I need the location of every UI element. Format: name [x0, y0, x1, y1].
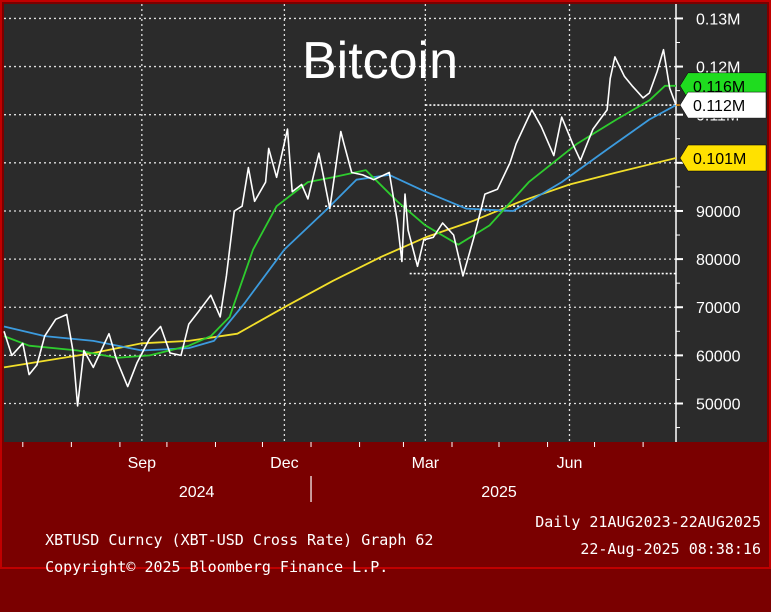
chart-title: Bitcoin [302, 32, 458, 90]
footer-security: XBTUSD Curncy (XBT-USD Cross Rate) Graph… [45, 531, 434, 549]
value-tag-label-2: 0.101M [693, 151, 746, 168]
x-tick-label-1: Dec [270, 455, 298, 472]
footer-copyright-line: Copyright© 2025 Bloomberg Finance L.P. 2… [9, 540, 761, 612]
chart-frame: 50000600007000080000900000.10M0.11M0.12M… [0, 0, 771, 576]
x-tick-label-3: Jun [557, 455, 583, 472]
x-year-label-1: 2025 [481, 484, 517, 501]
value-tag-label-1: 0.112M [693, 98, 745, 115]
value-tag-box-2 [679, 144, 767, 172]
x-tick-label-2: Mar [412, 455, 440, 472]
series-price-line [3, 48, 677, 407]
plot-area [4, 4, 676, 442]
bitcoin-chart: 50000600007000080000900000.10M0.11M0.12M… [0, 0, 771, 569]
value-tag-1: 0.112M [679, 91, 767, 119]
y-tick-label-3: 80000 [696, 252, 741, 269]
value-tag-2: 0.101M [679, 144, 767, 172]
footer-security-line: XBTUSD Curncy (XBT-USD Cross Rate) Graph… [9, 513, 761, 585]
y-tick-label-8: 0.13M [696, 11, 740, 28]
series-ma-yellow-line [3, 157, 677, 369]
x-year-label-0: 2024 [179, 484, 215, 501]
x-axis-band [4, 442, 767, 506]
outer-border [0, 0, 771, 569]
series-ma-blue-line [3, 104, 677, 352]
footer-timestamp: 22-Aug-2025 08:38:16 [580, 540, 761, 558]
y-tick-label-4: 90000 [696, 204, 741, 221]
y-tick-label-0: 50000 [696, 396, 741, 413]
y-tick-label-2: 70000 [696, 300, 741, 317]
footer-copyright: Copyright© 2025 Bloomberg Finance L.P. [45, 558, 389, 576]
y-tick-label-1: 60000 [696, 348, 741, 365]
footer-date-range: Daily 21AUG2023-22AUG2025 [535, 513, 761, 531]
y-tick-label-7: 0.12M [696, 60, 740, 77]
x-tick-label-0: Sep [128, 455, 157, 472]
value-tag-label-0: 0.116M [693, 79, 745, 96]
value-tag-box-1 [679, 91, 767, 119]
